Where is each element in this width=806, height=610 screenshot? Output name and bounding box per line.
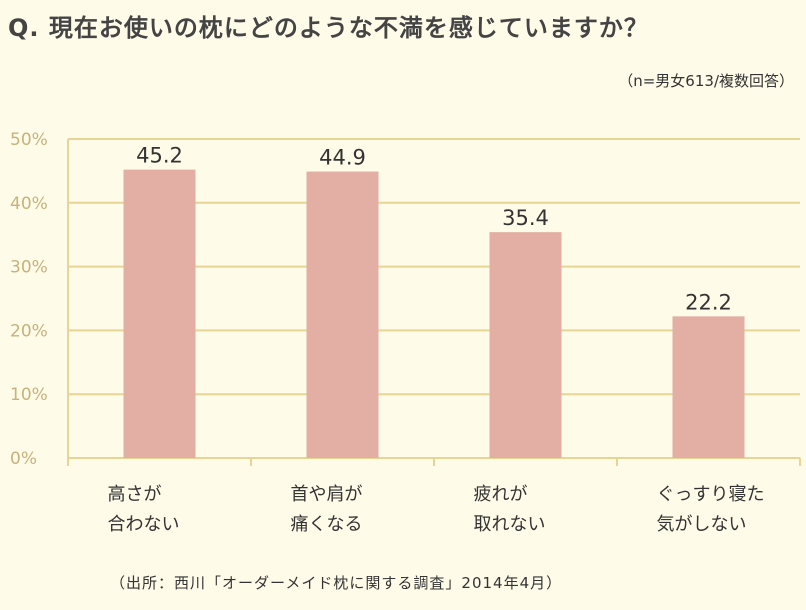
category-label: 高さが	[108, 484, 162, 505]
sample-note: （n=男女613/複数回答）	[618, 72, 794, 90]
category-label: 取れない	[474, 514, 546, 535]
y-tick-label: 40%	[10, 194, 48, 214]
category-label: 首や肩が	[291, 484, 363, 505]
y-tick-label: 0%	[10, 449, 37, 469]
category-label: 痛くなる	[291, 514, 363, 535]
y-tick-label: 50%	[10, 130, 48, 150]
bar	[489, 232, 562, 458]
data-label: 44.9	[319, 146, 366, 170]
y-tick-label: 30%	[10, 258, 48, 278]
bar	[123, 169, 196, 458]
y-tick-label: 10%	[10, 385, 48, 405]
category-label: ぐっすり寝た	[657, 484, 765, 505]
category-label: 合わない	[108, 514, 180, 535]
data-label: 35.4	[502, 206, 549, 230]
bar	[306, 171, 379, 458]
y-tick-label: 20%	[10, 321, 48, 341]
source-note: （出所：西川「オーダーメイド枕に関する調査」2014年4月）	[110, 574, 563, 592]
data-label: 45.2	[136, 144, 183, 168]
category-label: 気がしない	[657, 514, 747, 535]
category-label: 疲れが	[474, 484, 528, 505]
question-title: Q. 現在お使いの枕にどのような不満を感じていますか？	[8, 14, 649, 42]
bar	[672, 316, 745, 458]
data-label: 22.2	[685, 290, 732, 314]
